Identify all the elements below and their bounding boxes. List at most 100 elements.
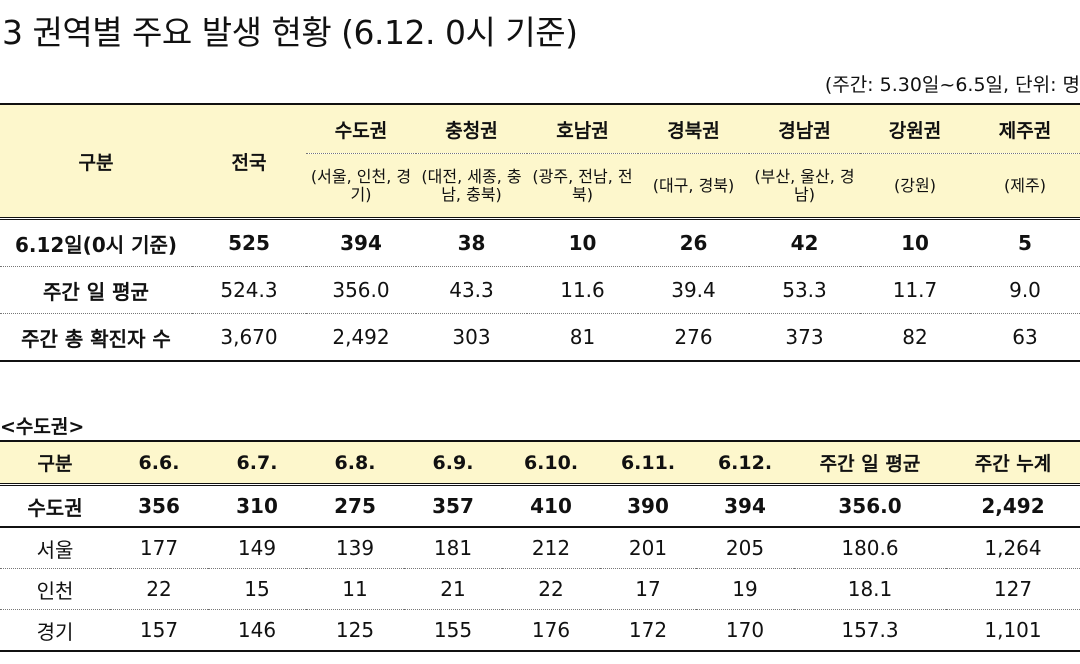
cell: 11.7 (860, 266, 970, 314)
header-gubun: 구분 (78, 151, 114, 174)
cell: 357 (404, 484, 502, 528)
cell: 5 (970, 218, 1080, 267)
cell: 18.1 (794, 568, 946, 610)
header-region: 충청권 (416, 104, 527, 154)
row-label: 6.12일(0시 기준) (0, 218, 192, 267)
cell: 10 (527, 218, 638, 267)
cell: 276 (638, 313, 749, 362)
header-cell: 6.12. (696, 441, 794, 485)
cell: 149 (208, 527, 306, 569)
cell: 212 (502, 527, 600, 569)
cell: 11 (306, 568, 404, 610)
cell: 390 (600, 484, 696, 528)
table-row: 인천 22 15 11 21 22 17 19 18.1 127 (0, 568, 1080, 610)
cell: 22 (110, 568, 208, 610)
cell: 43.3 (416, 266, 527, 314)
cell: 157 (110, 609, 208, 652)
cell: 82 (860, 313, 970, 362)
capital-area-table: 구분 6.6. 6.7. 6.8. 6.9. 6.10. 6.11. 6.12.… (0, 440, 1080, 652)
cell: 10 (860, 218, 970, 267)
cell: 310 (208, 484, 306, 528)
header-region: 강원권 (860, 104, 970, 154)
row-label: 서울 (0, 527, 110, 569)
cell: 525 (192, 218, 306, 267)
cell: 139 (306, 527, 404, 569)
cell: 21 (404, 568, 502, 610)
header-region-sub: (강원) (894, 175, 936, 195)
cell: 275 (306, 484, 404, 528)
cell: 11.6 (527, 266, 638, 314)
header-cell: 6.7. (208, 441, 306, 485)
cell: 15 (208, 568, 306, 610)
table2-header-row: 구분 6.6. 6.7. 6.8. 6.9. 6.10. 6.11. 6.12.… (0, 441, 1080, 485)
cell: 38 (416, 218, 527, 267)
cell: 3,670 (192, 313, 306, 362)
header-region: 경북권 (638, 104, 749, 154)
table-row: 수도권 356 310 275 357 410 390 394 356.0 2,… (0, 484, 1080, 528)
cell: 356.0 (306, 266, 416, 314)
cell: 303 (416, 313, 527, 362)
cell: 172 (600, 609, 696, 652)
table-row: 경기 157 146 125 155 176 172 170 157.3 1,1… (0, 609, 1080, 652)
cell: 181 (404, 527, 502, 569)
header-region-sub: (대구, 경북) (652, 175, 735, 195)
header-region: 호남권 (527, 104, 638, 154)
cell: 22 (502, 568, 600, 610)
header-region: 제주권 (970, 104, 1080, 154)
cell: 2,492 (946, 484, 1080, 528)
cell: 17 (600, 568, 696, 610)
cell: 39.4 (638, 266, 749, 314)
row-label: 수도권 (0, 484, 110, 528)
row-label: 주간 일 평균 (0, 266, 192, 314)
row-label: 경기 (0, 609, 110, 652)
cell: 524.3 (192, 266, 306, 314)
header-region-sub: (부산, 울산, 경남) (754, 166, 855, 204)
cell: 2,492 (306, 313, 416, 362)
header-national: 전국 (231, 151, 267, 174)
cell: 42 (749, 218, 860, 267)
page-title: 3 권역별 주요 발생 현황 (6.12. 0시 기준) (2, 13, 578, 52)
cell: 127 (946, 568, 1080, 610)
header-region-sub: (광주, 전남, 전북) (532, 166, 633, 204)
header-cell: 6.8. (306, 441, 404, 485)
cell: 81 (527, 313, 638, 362)
cell: 180.6 (794, 527, 946, 569)
row-label: 인천 (0, 568, 110, 610)
header-cell: 주간 일 평균 (794, 441, 946, 485)
header-region: 수도권 (306, 104, 416, 154)
table-row: 6.12일(0시 기준) 525 394 38 10 26 42 10 5 (0, 218, 1080, 267)
cell: 63 (970, 313, 1080, 362)
cell: 177 (110, 527, 208, 569)
cell: 176 (502, 609, 600, 652)
table-row: 주간 일 평균 524.3 356.0 43.3 11.6 39.4 53.3 … (0, 266, 1080, 314)
header-region-sub: (제주) (1004, 175, 1046, 195)
cell: 125 (306, 609, 404, 652)
cell: 356.0 (794, 484, 946, 528)
cell: 146 (208, 609, 306, 652)
cell: 170 (696, 609, 794, 652)
cell: 356 (110, 484, 208, 528)
table1-header-row: 구분 전국 수도권 충청권 호남권 경북권 경남권 강원권 제주권 (0, 104, 1080, 174)
header-cell: 6.6. (110, 441, 208, 485)
cell: 394 (696, 484, 794, 528)
header-region: 경남권 (749, 104, 860, 154)
header-region-sub: (서울, 인천, 경기) (310, 166, 412, 204)
cell: 53.3 (749, 266, 860, 314)
cell: 373 (749, 313, 860, 362)
section-subtitle: <수도권> (0, 416, 85, 438)
cell: 394 (306, 218, 416, 267)
regional-summary-table: 구분 전국 수도권 충청권 호남권 경북권 경남권 강원권 제주권 (서울, 인… (0, 103, 1080, 362)
header-cell: 주간 누계 (946, 441, 1080, 485)
unit-note: (주간: 5.30일~6.5일, 단위: 명 (824, 74, 1080, 96)
row-label: 주간 총 확진자 수 (0, 313, 192, 362)
cell: 19 (696, 568, 794, 610)
cell: 1,264 (946, 527, 1080, 569)
cell: 410 (502, 484, 600, 528)
header-cell: 구분 (0, 441, 110, 485)
cell: 205 (696, 527, 794, 569)
header-cell: 6.11. (600, 441, 696, 485)
cell: 1,101 (946, 609, 1080, 652)
cell: 9.0 (970, 266, 1080, 314)
table-row: 서울 177 149 139 181 212 201 205 180.6 1,2… (0, 527, 1080, 569)
cell: 157.3 (794, 609, 946, 652)
